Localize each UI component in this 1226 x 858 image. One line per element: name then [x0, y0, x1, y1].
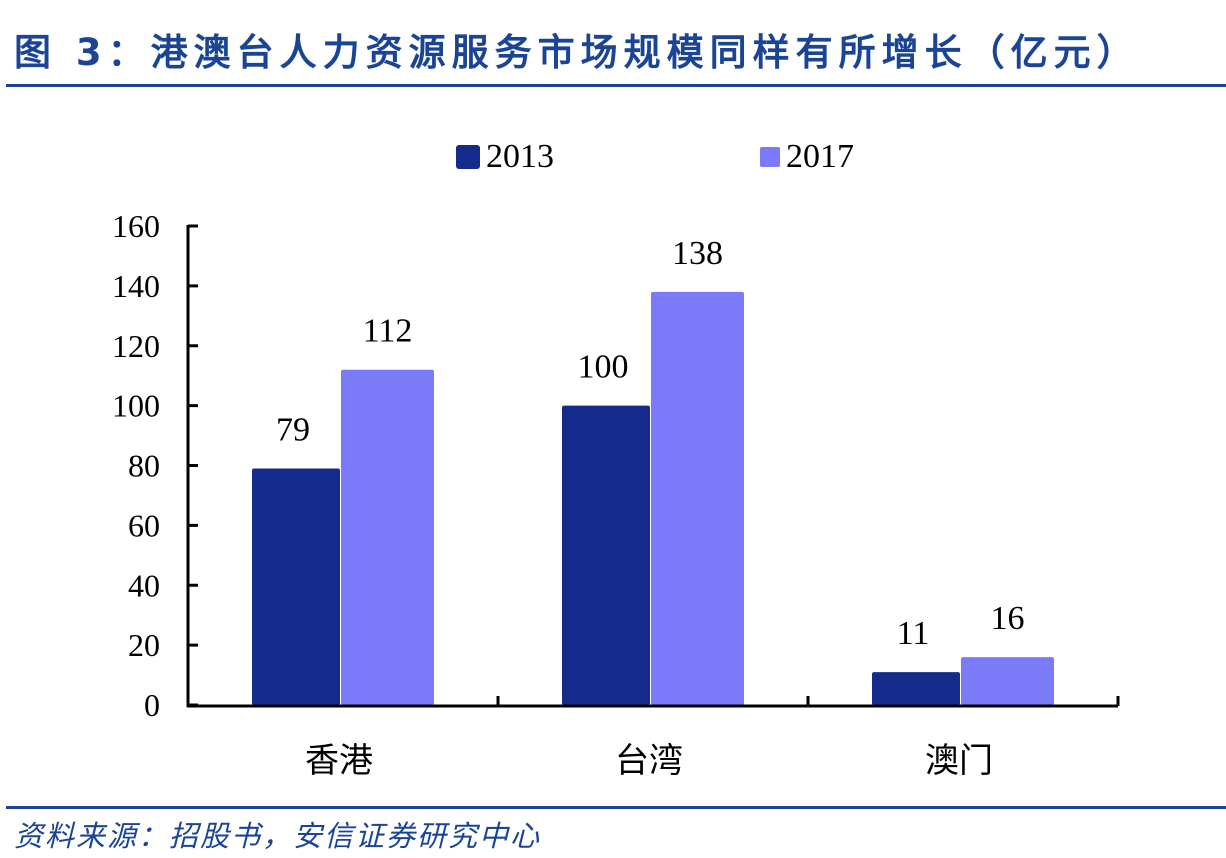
y-tick-label: 20 — [128, 627, 160, 663]
legend: 2013 2017 — [0, 138, 1226, 178]
y-tick-label: 60 — [128, 507, 160, 543]
bar-2013-1 — [562, 405, 650, 705]
x-category-label: 台湾 — [615, 742, 683, 780]
bar-2013-0 — [252, 468, 340, 705]
chart-title: 图 3：港澳台人力资源服务市场规模同样有所增长（亿元） — [14, 31, 1140, 74]
x-category-label: 澳门 — [925, 742, 993, 780]
bars: 79 112 100 138 11 16 — [252, 235, 1054, 705]
legend-label-2017: 2017 — [786, 138, 854, 175]
data-label: 112 — [363, 313, 413, 350]
footer-divider — [6, 806, 1226, 809]
legend-label-2013: 2013 — [486, 138, 554, 175]
y-tick-label: 40 — [128, 567, 160, 603]
legend-swatch-2017 — [760, 147, 780, 167]
bar-2017-0 — [341, 369, 434, 705]
legend-item-2017: 2017 — [760, 138, 854, 176]
bar-2013-2 — [872, 672, 960, 705]
legend-swatch-2013 — [456, 145, 480, 169]
x-category-label: 香港 — [305, 743, 373, 780]
y-tick-label: 80 — [128, 448, 160, 484]
y-tick-label: 100 — [112, 388, 160, 424]
legend-item-2013: 2013 — [456, 138, 554, 176]
title-divider — [6, 84, 1226, 87]
y-tick-label: 140 — [112, 268, 160, 304]
y-tick-label: 160 — [112, 208, 160, 244]
source-note: 资料来源：招股书，安信证券研究中心 — [14, 819, 542, 853]
data-label: 138 — [672, 235, 723, 272]
y-tick-label: 0 — [144, 687, 160, 723]
bar-2017-1 — [651, 291, 744, 705]
data-label: 16 — [991, 600, 1025, 637]
data-label: 100 — [578, 349, 629, 386]
data-label: 79 — [276, 411, 310, 448]
bar-2017-2 — [961, 657, 1054, 705]
y-tick-label: 120 — [112, 328, 160, 364]
data-label: 11 — [897, 615, 930, 652]
y-axis: 0 20 40 60 80 100 120 140 160 — [112, 208, 198, 723]
x-axis: 香港 台湾 澳门 — [187, 696, 1120, 780]
